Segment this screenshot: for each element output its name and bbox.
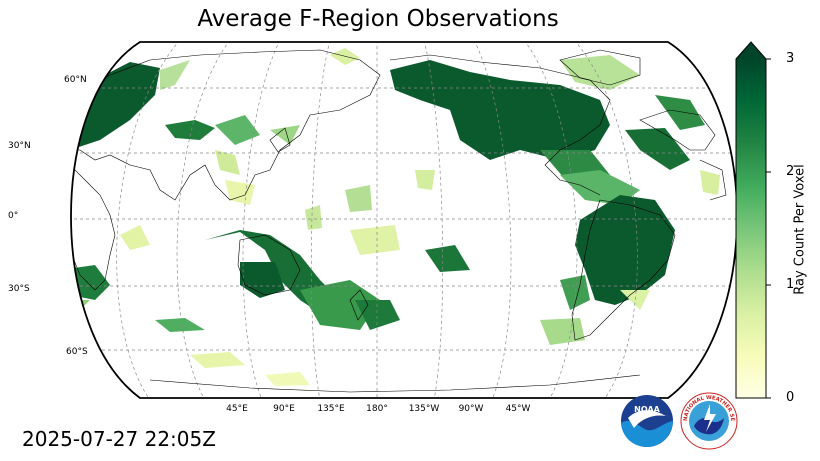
map-outline <box>70 41 738 399</box>
density-patch-north-america <box>390 60 610 160</box>
density-patch-pacific-1 <box>345 185 372 212</box>
density-patch-atlantic-east <box>700 170 720 195</box>
density-patch-pacific-2 <box>305 205 322 230</box>
density-patch-west-africa <box>32 200 55 225</box>
nws-logo: NATIONAL WEATHER SERVICE <box>680 392 738 450</box>
map-title: Average F-Region Observations <box>197 6 559 32</box>
colorbar-tick-label-3: 3 <box>786 51 795 66</box>
density-patch-south-america <box>575 195 675 305</box>
colorbar-frame <box>735 41 767 399</box>
density-patch-indian-ocean-w <box>120 225 150 250</box>
lat-label-60s: 60°S <box>66 347 88 357</box>
density-patch-south-indian <box>155 318 205 332</box>
colorbar-extend-arrow <box>736 42 766 59</box>
density-patch-chile <box>560 275 590 310</box>
density-patch-patagonia <box>540 318 585 345</box>
noaa-logo-text: NOAA <box>634 405 660 414</box>
observation-density-layer <box>32 48 720 386</box>
colorbar-tick-label-1: 1 <box>786 277 795 292</box>
density-patch-pacific-4 <box>425 245 470 272</box>
noaa-logo: NOAA <box>621 395 673 447</box>
density-patch-central-asia <box>165 120 215 140</box>
lon-label-135w: 135°W <box>408 404 440 414</box>
lon-label-90e: 90°E <box>273 404 295 414</box>
lon-label-180: 180° <box>366 404 388 414</box>
lat-label-equator: 0° <box>8 211 19 221</box>
density-patch-japan <box>270 125 300 145</box>
density-patch-north-atlantic <box>655 95 705 130</box>
lon-label-90w: 90°W <box>458 404 484 414</box>
colorbar-label: Ray Count Per Voxel <box>792 164 808 295</box>
density-patch-greenland <box>560 55 640 90</box>
density-patch-china <box>215 150 240 175</box>
density-patch-pacific-5 <box>415 170 435 190</box>
lat-label-60n: 60°N <box>64 75 87 85</box>
lon-label-135e: 135°E <box>317 404 345 414</box>
density-patch-europe-edge <box>71 105 80 145</box>
density-patch-australia-core <box>240 262 285 298</box>
colorbar <box>735 41 771 399</box>
colorbar-gradient <box>736 59 766 398</box>
graticule <box>71 42 737 398</box>
timestamp: 2025-07-27 22:05Z <box>22 427 216 451</box>
lat-label-30s: 30°S <box>8 284 30 294</box>
density-patch-pacific-3 <box>350 225 400 255</box>
colorbar-tick-label-0: 0 <box>786 390 795 405</box>
lon-label-45w: 45°W <box>505 404 531 414</box>
density-patch-ne-europe <box>160 60 190 90</box>
density-patch-south-atlantic <box>620 290 650 310</box>
colorbar-tick-label-2: 2 <box>786 164 795 179</box>
lon-label-45e: 45°E <box>226 404 248 414</box>
coastlines <box>71 49 727 393</box>
density-patch-antarctic-1 <box>190 352 245 368</box>
density-patch-antarctic-2 <box>265 372 310 386</box>
lat-label-30n: 30°N <box>8 141 31 151</box>
density-patch-iberia-atlantic <box>625 128 690 170</box>
density-patch-east-asia <box>215 115 260 145</box>
density-patch-se-asia <box>225 180 255 205</box>
